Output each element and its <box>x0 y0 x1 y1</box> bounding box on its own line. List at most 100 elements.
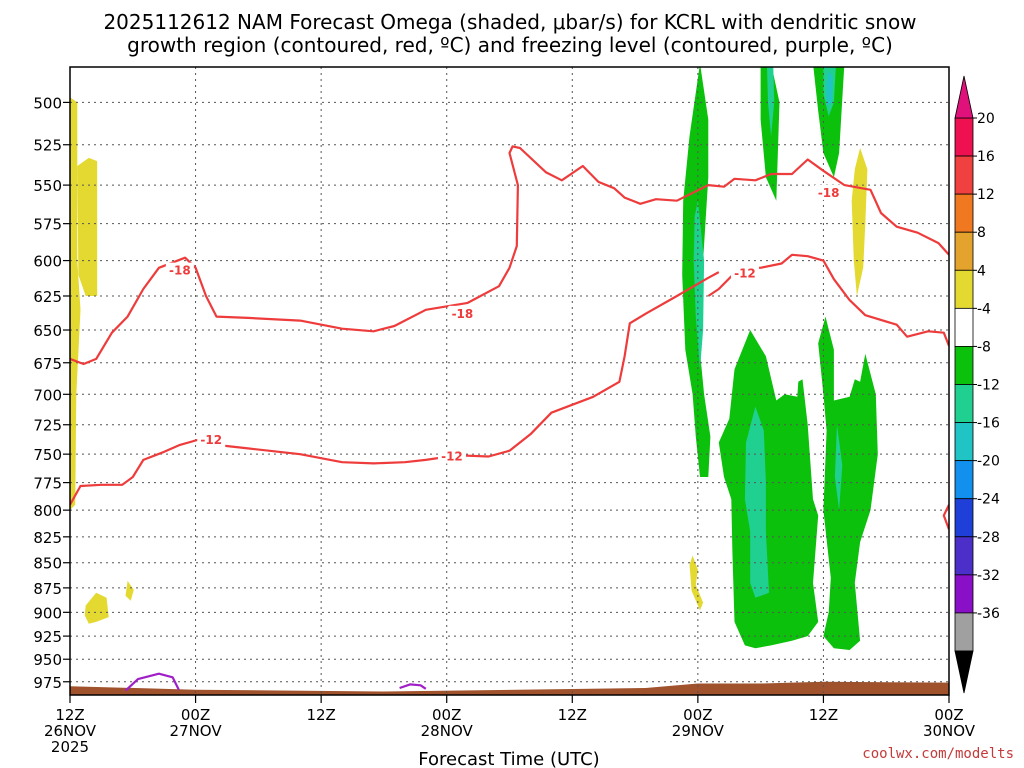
colorbar-segment-4 <box>954 269 974 309</box>
x-date-label-7: 30NOV <box>923 722 976 740</box>
y-tick-label-825: 825 <box>33 529 62 547</box>
x-tick-label-1: 00Z <box>181 706 210 724</box>
contour-label-3: -12 <box>200 433 222 447</box>
x-date-label-5: 29NOV <box>672 722 725 740</box>
y-tick-label-650: 650 <box>33 322 62 340</box>
x-tick-label-3: 00Z <box>432 706 461 724</box>
x-tick-label-4: 12Z <box>558 706 587 724</box>
contour-label-0: -18 <box>169 264 191 278</box>
chart-title-line-1: 2025112612 NAM Forecast Omega (shaded, μ… <box>103 10 916 34</box>
credit-text: coolwx.com/modelts <box>862 746 1014 762</box>
x-tick-label-7: 00Z <box>934 706 963 724</box>
colorbar-segment-13 <box>954 612 974 652</box>
contour-label-bg-4 <box>437 448 466 464</box>
x-tick-label-5: 00Z <box>683 706 712 724</box>
contour-label-1: -18 <box>452 307 474 321</box>
colorbar-segment-10 <box>954 498 974 538</box>
colorbar-segment-2 <box>954 193 974 233</box>
colorbar-segment-7 <box>954 384 974 423</box>
colorbar-label-3: 8 <box>977 225 986 241</box>
terrain-fill <box>70 681 949 695</box>
colorbar-segment-3 <box>954 231 974 271</box>
colorbar-label-11: -28 <box>977 530 1000 546</box>
colorbar-label-13: -36 <box>977 606 1000 622</box>
omega-region-4 <box>689 555 704 611</box>
contour-line-3 <box>942 504 949 530</box>
x-tick-label-6: 12Z <box>809 706 838 724</box>
omega-shading <box>70 67 949 695</box>
omega-region-9 <box>813 67 845 178</box>
y-tick-label-850: 850 <box>33 555 62 573</box>
colorbar-label-0: 20 <box>977 111 995 127</box>
contour-label-bg-2 <box>814 184 843 200</box>
colorbar-segment-8 <box>954 422 974 462</box>
gridlines <box>70 67 949 695</box>
y-tick-label-925: 925 <box>33 628 62 646</box>
colorbar-segment-1 <box>954 155 974 195</box>
colorbar-segment-0 <box>954 117 974 157</box>
y-tick-label-900: 900 <box>33 604 62 622</box>
omega-region-1 <box>77 157 98 296</box>
colorbar-label-5: -4 <box>977 301 991 317</box>
contour-label-2: -18 <box>818 186 840 200</box>
omega-region-10 <box>818 316 878 650</box>
omega-region-3 <box>125 580 134 601</box>
omega-region-2 <box>84 592 109 624</box>
colorbar-label-12: -32 <box>977 568 1000 584</box>
colorbar-label-4: 4 <box>977 263 986 279</box>
y-tick-label-800: 800 <box>33 502 62 520</box>
contour-label-bg-0 <box>165 262 194 278</box>
colorbar-segment-6 <box>954 346 974 385</box>
x-date-label-1: 27NOV <box>170 722 223 740</box>
plot-frame <box>69 66 950 696</box>
colorbar-label-7: -12 <box>977 378 1000 394</box>
chart-title-line-2: growth region (contoured, red, ºC) and f… <box>127 33 893 57</box>
contour-label-bg-1 <box>448 305 477 321</box>
y-tick-label-675: 675 <box>33 355 62 373</box>
y-tick-label-600: 600 <box>33 253 62 271</box>
colorbar-segment-9 <box>954 460 974 500</box>
omega-region-11 <box>693 200 705 370</box>
colorbar-label-1: 16 <box>977 149 995 165</box>
x-date-label-3: 28NOV <box>421 722 474 740</box>
y-tick-label-500: 500 <box>33 94 62 112</box>
omega-region-16 <box>826 70 833 106</box>
colorbar-bottom-arrow <box>954 650 974 694</box>
contour-line-2 <box>70 271 720 506</box>
omega-region-12 <box>744 406 769 598</box>
colorbar-label-8: -16 <box>977 416 1000 432</box>
omega-region-8 <box>760 67 780 201</box>
colorbar-label-6: -8 <box>977 339 991 355</box>
omega-region-15 <box>834 424 843 511</box>
x-date-label-0: 26NOV <box>44 722 97 740</box>
contour-label-bg-3 <box>197 432 226 448</box>
colorbar-label-9: -20 <box>977 454 1000 470</box>
y-tick-label-550: 550 <box>33 177 62 195</box>
colorbar-segment-12 <box>954 574 974 614</box>
omega-region-13 <box>767 67 775 137</box>
contour-line-5 <box>399 683 427 690</box>
colorbar: 20 16 12 8 4 -4 -8 -12 -16 -20 -24 -28 -32 -36 <box>954 75 1000 694</box>
y-tick-label-725: 725 <box>33 417 62 435</box>
colorbar-label-2: 12 <box>977 187 995 203</box>
contour-labels: -18 -18 -18 -12 -12 -12 <box>165 184 843 464</box>
x-axis-title: Forecast Time (UTC) <box>418 749 599 768</box>
colorbar-segment-5 <box>954 307 974 347</box>
contour-label-bg-5 <box>730 265 759 281</box>
omega-region-7 <box>718 330 819 649</box>
x-year-label-0: 2025 <box>51 738 89 756</box>
y-tick-label-875: 875 <box>33 580 62 598</box>
x-tick-label-0: 12Z <box>55 706 84 724</box>
contour-line-0 <box>70 145 949 366</box>
contour-label-5: -12 <box>734 266 756 280</box>
y-tick-label-575: 575 <box>33 216 62 234</box>
colorbar-label-10: -24 <box>977 492 1000 508</box>
y-tick-label-525: 525 <box>33 137 62 155</box>
colorbar-segment-11 <box>954 536 974 576</box>
y-tick-label-750: 750 <box>33 446 62 464</box>
x-tick-label-2: 12Z <box>306 706 335 724</box>
contour-label-4: -12 <box>441 449 463 463</box>
plot-background <box>70 67 949 695</box>
